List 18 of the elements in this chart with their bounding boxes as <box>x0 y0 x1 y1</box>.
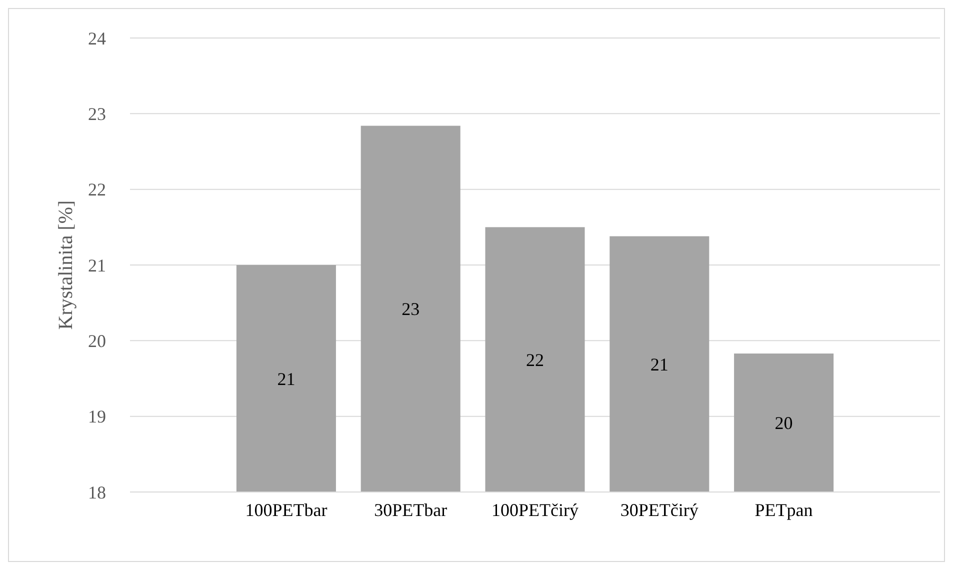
x-tick-label: 100PETbar <box>245 500 328 520</box>
data-label: 22 <box>526 350 544 370</box>
data-label: 20 <box>774 413 793 434</box>
y-tick-label: 20 <box>88 330 106 351</box>
x-tick-label: 30PETbar <box>374 500 448 520</box>
y-tick-label: 23 <box>88 104 106 124</box>
data-label: 21 <box>650 354 668 374</box>
y-tick-label: 18 <box>88 482 106 502</box>
y-tick-label: 21 <box>88 255 106 276</box>
x-tick-label: PETpan <box>754 500 813 520</box>
y-tick-label: 22 <box>88 180 106 200</box>
y-axis-title: Krystalinita [%] <box>55 200 77 330</box>
y-tick-label: 19 <box>88 406 106 427</box>
x-tick-label: 30PETčirý <box>620 500 698 520</box>
y-tick-label: 24 <box>88 28 106 48</box>
data-label: 21 <box>277 368 296 389</box>
data-label: 23 <box>402 299 420 320</box>
x-tick-label: 100PETčirý <box>492 500 578 520</box>
